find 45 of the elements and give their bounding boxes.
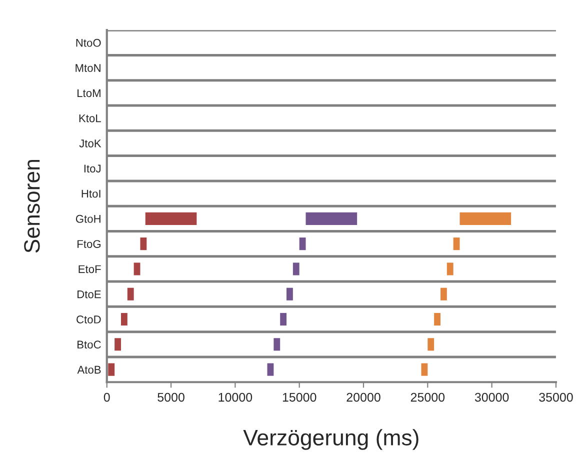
y-axis-title: Sensoren bbox=[24, 160, 40, 253]
bar bbox=[267, 363, 274, 376]
x-tick-label: 20000 bbox=[346, 392, 380, 402]
bar bbox=[127, 288, 134, 300]
x-axis-title: Verzögerung (ms) bbox=[243, 429, 418, 450]
bar bbox=[292, 262, 300, 276]
bar bbox=[306, 212, 358, 225]
y-tick-label: HtoI bbox=[82, 190, 100, 198]
y-tick-label: CtoD bbox=[76, 316, 101, 324]
y-tick-label: DtoE bbox=[78, 290, 101, 298]
bar bbox=[286, 288, 293, 300]
y-tick-label: ItoJ bbox=[84, 164, 100, 173]
y-tick-label: MtoN bbox=[76, 64, 100, 72]
bar bbox=[299, 238, 306, 250]
bar bbox=[274, 338, 280, 351]
bar bbox=[114, 338, 121, 351]
y-tick-label: AtoB bbox=[77, 366, 101, 374]
bar bbox=[140, 238, 147, 250]
y-tick-label: LtoM bbox=[78, 89, 100, 98]
x-tick-label: 5000 bbox=[158, 392, 184, 402]
x-tick-label: 15000 bbox=[282, 392, 316, 402]
bar bbox=[280, 312, 287, 326]
bar bbox=[446, 262, 454, 276]
bar bbox=[134, 262, 140, 276]
y-tick-label: GtoH bbox=[76, 214, 100, 223]
bar bbox=[120, 312, 128, 326]
bar bbox=[440, 288, 447, 300]
bar bbox=[145, 212, 197, 225]
x-tick-label: 10000 bbox=[218, 392, 252, 402]
x-tick-label: 35000 bbox=[539, 392, 573, 402]
bar bbox=[453, 238, 460, 250]
bar bbox=[108, 363, 115, 376]
x-tick-label: 25000 bbox=[410, 392, 445, 402]
y-tick-label: FtoG bbox=[78, 240, 100, 248]
y-tick-label: JtoK bbox=[79, 140, 102, 148]
x-tick-label: 30000 bbox=[474, 392, 509, 402]
bar bbox=[460, 212, 512, 225]
y-tick-label: KtoL bbox=[79, 114, 101, 122]
y-tick-label: EtoF bbox=[78, 265, 101, 274]
x-tick-label: 0 bbox=[104, 392, 110, 402]
bar bbox=[421, 363, 428, 376]
y-tick-label: BtoC bbox=[78, 340, 101, 349]
bar bbox=[434, 312, 440, 326]
bar bbox=[428, 338, 434, 351]
y-tick-label: NtoO bbox=[76, 38, 101, 47]
